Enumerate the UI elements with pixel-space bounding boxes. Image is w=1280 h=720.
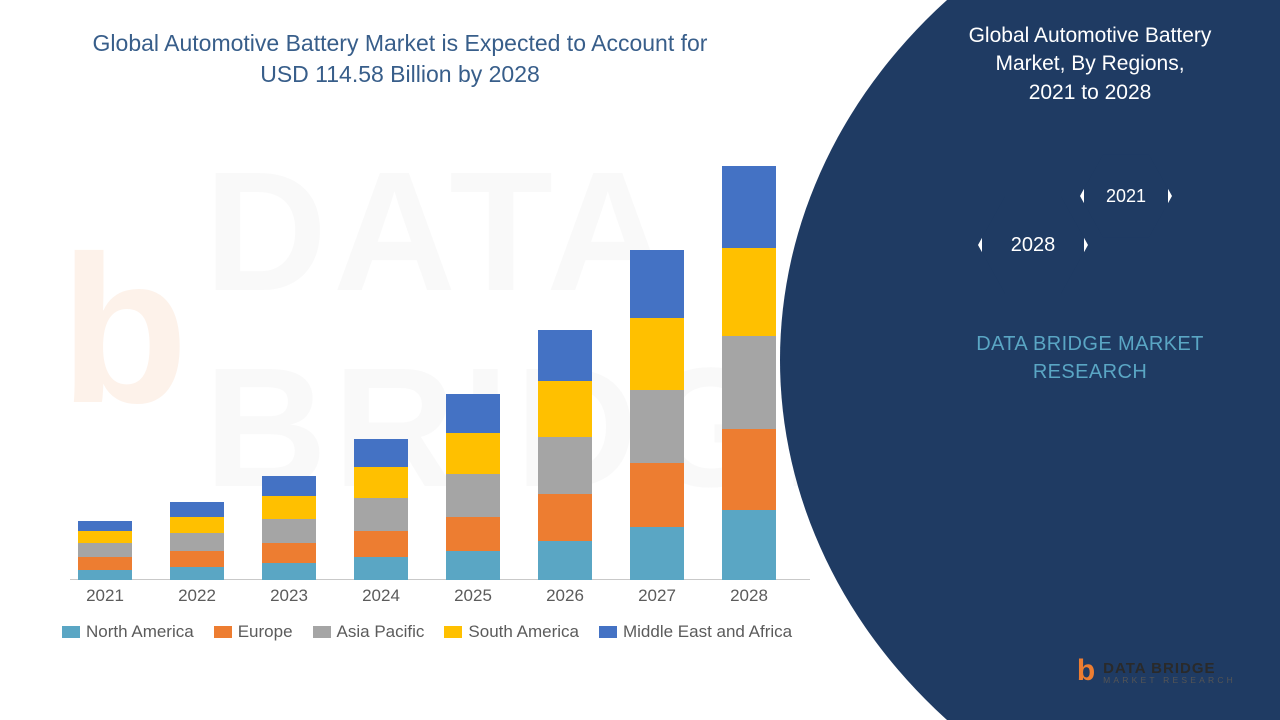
- legend-item: Asia Pacific: [313, 622, 425, 642]
- brand-line: DATA BRIDGE MARKET: [920, 330, 1260, 358]
- bar-segment: [262, 519, 316, 544]
- chart-title: Global Automotive Battery Market is Expe…: [70, 28, 730, 90]
- legend-swatch: [313, 626, 331, 638]
- legend-item: Europe: [214, 622, 293, 642]
- bar-column: [446, 394, 500, 580]
- bar-segment: [630, 318, 684, 390]
- x-axis-label: 2021: [70, 586, 140, 606]
- brand-text: DATA BRIDGE MARKET RESEARCH: [920, 330, 1260, 386]
- bar-segment: [538, 437, 592, 494]
- footer-logo-text: DATA BRIDGE MARKET RESEARCH: [1103, 661, 1236, 685]
- footer-logo-line1: DATA BRIDGE: [1103, 661, 1236, 676]
- chart-legend: North America Europe Asia Pacific South Ame…: [62, 622, 842, 642]
- bar-column: [630, 250, 684, 580]
- bar-segment: [446, 551, 500, 580]
- bar-segment: [170, 567, 224, 580]
- side-title-line: Global Automotive Battery: [900, 22, 1280, 50]
- bar-segment: [538, 494, 592, 541]
- side-title-line: Market, By Regions,: [900, 50, 1280, 78]
- legend-item: North America: [62, 622, 194, 642]
- bar-segment: [354, 531, 408, 558]
- bar-segment: [446, 433, 500, 474]
- bar-segment: [630, 527, 684, 580]
- x-axis-label: 2028: [714, 586, 784, 606]
- bar-segment: [538, 541, 592, 580]
- legend-swatch: [214, 626, 232, 638]
- bar-column: [170, 502, 224, 580]
- x-axis-label: 2024: [346, 586, 416, 606]
- side-title: Global Automotive Battery Market, By Reg…: [900, 22, 1280, 107]
- legend-item: Middle East and Africa: [599, 622, 792, 642]
- bar-column: [78, 521, 132, 580]
- x-axis-label: 2027: [622, 586, 692, 606]
- bar-segment: [630, 463, 684, 526]
- bar-segment: [722, 166, 776, 248]
- bar-segment: [78, 531, 132, 543]
- bar-segment: [630, 250, 684, 318]
- bar-segment: [722, 248, 776, 336]
- bar-segment: [170, 517, 224, 533]
- bar-segment: [262, 476, 316, 496]
- x-axis-label: 2026: [530, 586, 600, 606]
- hex-group: 2028 2021: [960, 150, 1220, 320]
- footer-logo-line2: MARKET RESEARCH: [1103, 676, 1236, 685]
- bar-segment: [630, 390, 684, 464]
- bar-column: [722, 166, 776, 580]
- legend-label: Middle East and Africa: [623, 622, 792, 642]
- bar-segment: [354, 557, 408, 580]
- legend-swatch: [62, 626, 80, 638]
- footer-logo-icon: b: [1077, 654, 1095, 688]
- bar-segment: [170, 533, 224, 551]
- legend-label: North America: [86, 622, 194, 642]
- bar-segment: [446, 474, 500, 517]
- bar-segment: [262, 496, 316, 519]
- hex-2021: 2021: [1080, 150, 1172, 242]
- bar-segment: [354, 439, 408, 468]
- legend-item: South America: [444, 622, 579, 642]
- bar-segment: [262, 543, 316, 562]
- bar-segment: [262, 563, 316, 580]
- bar-segment: [354, 498, 408, 531]
- bar-segment: [170, 551, 224, 566]
- bar-segment: [78, 543, 132, 557]
- bar-segment: [78, 570, 132, 580]
- bar-segment: [446, 394, 500, 433]
- bar-segment: [170, 502, 224, 516]
- x-axis-label: 2022: [162, 586, 232, 606]
- bar-chart: 20212022202320242025202620272028: [70, 150, 810, 580]
- bar-segment: [722, 336, 776, 428]
- footer-logo: b DATA BRIDGE MARKET RESEARCH: [1077, 656, 1236, 690]
- bar-segment: [722, 510, 776, 580]
- bar-column: [262, 476, 316, 580]
- bar-segment: [78, 521, 132, 531]
- legend-label: South America: [468, 622, 579, 642]
- bar-column: [354, 439, 408, 580]
- bar-column: [538, 330, 592, 580]
- bar-segment: [354, 467, 408, 498]
- bar-segment: [722, 429, 776, 511]
- hex-2028: 2028: [978, 190, 1088, 300]
- x-axis-label: 2023: [254, 586, 324, 606]
- legend-label: Asia Pacific: [337, 622, 425, 642]
- brand-line: RESEARCH: [920, 358, 1260, 386]
- bar-segment: [538, 381, 592, 436]
- side-title-line: 2021 to 2028: [900, 79, 1280, 107]
- side-panel: Global Automotive Battery Market, By Reg…: [900, 0, 1280, 720]
- x-axis-label: 2025: [438, 586, 508, 606]
- legend-swatch: [599, 626, 617, 638]
- infographic-card: b DATA BRIDGE Global Automotive Battery …: [0, 0, 1280, 720]
- bar-segment: [78, 557, 132, 569]
- legend-label: Europe: [238, 622, 293, 642]
- bar-segment: [446, 517, 500, 552]
- legend-swatch: [444, 626, 462, 638]
- bar-segment: [538, 330, 592, 381]
- chart-plot-area: [70, 150, 810, 580]
